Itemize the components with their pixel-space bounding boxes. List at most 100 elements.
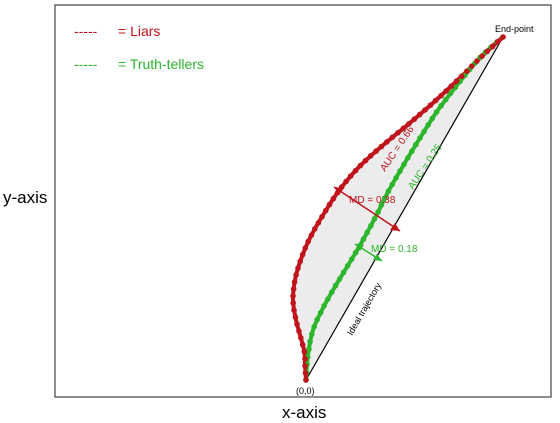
liars-points xyxy=(290,34,506,383)
trajectory-point xyxy=(393,175,399,181)
trajectory-point xyxy=(368,222,374,229)
trajectory-point xyxy=(400,125,407,132)
trajectory-point xyxy=(371,216,378,222)
trajectory-point xyxy=(340,269,347,276)
trajectory-point xyxy=(464,68,470,74)
trajectory-point xyxy=(302,363,308,369)
trajectory-point xyxy=(322,207,329,214)
trajectory-point xyxy=(479,53,485,59)
trajectory-point xyxy=(389,181,396,188)
trajectory-point xyxy=(299,251,306,258)
trajectory-point xyxy=(469,63,475,69)
legend-liars-marker: ----- xyxy=(74,23,98,39)
trajectory-point xyxy=(373,148,379,154)
trajectory-point xyxy=(336,276,343,282)
trajectory-point xyxy=(425,122,432,128)
trajectory-point xyxy=(427,102,434,108)
trajectory-point xyxy=(297,258,304,265)
trajectory-point xyxy=(411,116,418,122)
trajectory-point xyxy=(385,188,392,194)
trajectory-point xyxy=(360,236,367,242)
trajectory-point xyxy=(458,73,465,79)
trajectory-point xyxy=(311,323,318,330)
y-axis-label: y-axis xyxy=(3,188,47,207)
truth-md-arrow xyxy=(354,243,383,262)
legend-truth-marker: ----- xyxy=(74,56,98,72)
trajectory-point xyxy=(500,34,506,40)
trajectory-point xyxy=(291,307,297,314)
trajectory-point xyxy=(406,121,412,127)
trajectory-point xyxy=(290,293,296,299)
trajectory-point xyxy=(309,331,315,337)
trajectory-point xyxy=(308,232,315,238)
trajectory-point xyxy=(315,220,322,226)
trajectory-point xyxy=(367,153,374,159)
trajectory-point xyxy=(328,289,335,296)
trajectory-point xyxy=(438,102,444,109)
trajectory-point xyxy=(405,155,411,161)
trajectory-point xyxy=(352,167,359,174)
trajectory-point xyxy=(314,316,321,323)
trajectory-point xyxy=(362,157,369,164)
trajectory-point xyxy=(307,338,313,345)
trajectory-point xyxy=(474,58,480,64)
trajectory-point xyxy=(378,143,385,150)
trajectory-point xyxy=(389,134,396,141)
trajectory-point xyxy=(447,90,454,97)
trajectory-point xyxy=(312,226,318,232)
trajectory-point xyxy=(375,209,381,215)
legend-truth-label: = Truth-tellers xyxy=(118,56,204,72)
trajectory-point xyxy=(382,195,388,201)
trajectory-point xyxy=(303,377,309,383)
trajectory-point xyxy=(484,48,491,55)
trajectory-point xyxy=(299,341,306,348)
trajectory-point xyxy=(401,161,407,168)
trajectory-point xyxy=(294,321,300,327)
trajectory-point xyxy=(438,92,444,99)
trajectory-point xyxy=(352,249,359,256)
trajectory-point xyxy=(292,314,299,321)
trajectory-point xyxy=(296,328,302,334)
ideal-trajectory-line xyxy=(305,36,504,381)
trajectory-point xyxy=(378,202,385,208)
trajectory-point xyxy=(319,213,325,220)
trajectory-point xyxy=(397,168,403,174)
trajectory-point xyxy=(364,229,371,236)
trajectory-point xyxy=(302,370,309,376)
liars-md-arrow xyxy=(333,186,401,232)
x-axis-label: x-axis xyxy=(282,403,326,422)
trajectory-point xyxy=(347,173,354,179)
truth-md-label: MD = 0.18 xyxy=(371,244,418,255)
trajectory-point xyxy=(421,128,427,135)
trajectory-point xyxy=(433,109,440,115)
trajectory-point xyxy=(395,130,401,136)
trajectory-point xyxy=(301,348,308,355)
trajectory-point xyxy=(321,303,327,309)
trajectory-point xyxy=(325,296,331,302)
trajectory-point xyxy=(416,111,423,118)
trajectory-point xyxy=(348,256,355,263)
trajectory-point xyxy=(413,141,419,148)
trajectory-point xyxy=(443,96,449,103)
trajectory-point xyxy=(317,309,324,316)
trajectory-point xyxy=(448,83,455,89)
trajectory-point xyxy=(344,263,351,269)
origin-label: (0,0) xyxy=(296,386,315,396)
trajectory-point xyxy=(290,286,297,292)
area-between-curves xyxy=(292,37,503,380)
trajectory-point xyxy=(293,272,299,278)
trajectory-point xyxy=(417,135,423,141)
trajectory-point xyxy=(343,178,349,185)
trajectory-point xyxy=(298,335,304,341)
trajectory-point xyxy=(302,245,309,251)
trajectory-point xyxy=(330,195,337,202)
trajectory-point xyxy=(384,139,390,145)
trajectory-point xyxy=(494,39,501,45)
trajectory-point xyxy=(302,355,308,362)
trajectory-point xyxy=(409,148,415,154)
trajectory-point xyxy=(332,282,339,289)
trajectory-point xyxy=(489,43,496,50)
trajectory-point xyxy=(290,300,297,306)
liars-md-label: MD = 0.38 xyxy=(349,195,396,206)
